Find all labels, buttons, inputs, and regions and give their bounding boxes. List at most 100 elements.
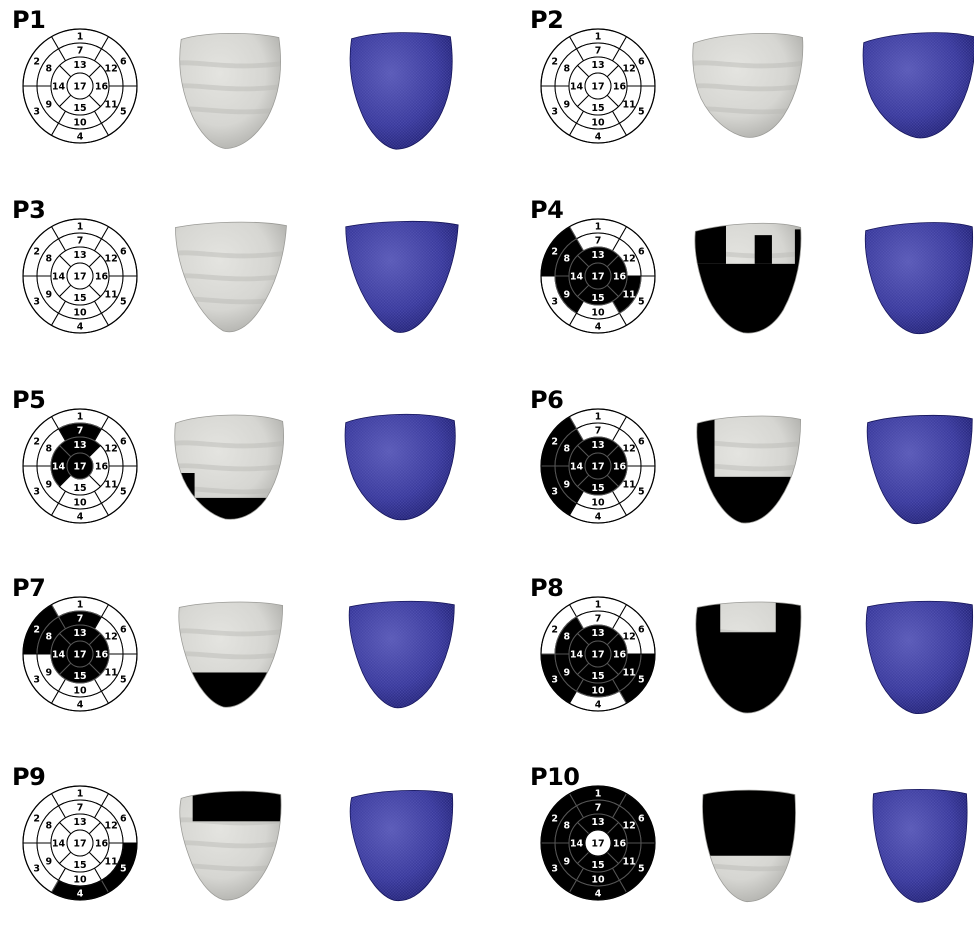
segment-label-6: 6 [120,814,127,825]
segment-label-14: 14 [52,650,66,661]
segment-label-2: 2 [33,247,40,258]
segment-label-1: 1 [77,32,84,43]
heart-outline [702,789,796,903]
mesh-outline [344,413,456,521]
segment-label-7: 7 [595,614,602,625]
panel-p5: P5 1 2 3 4 5 6 7 8 9 10 11 12 13 14 15 16 17 [0,380,487,560]
segment-label-13: 13 [73,440,86,451]
segment-17 [66,262,94,290]
segment-label-9: 9 [564,480,571,491]
segment-label-13: 13 [591,60,604,71]
segment-17 [66,72,94,100]
segment-label-8: 8 [564,821,571,832]
segment-label-17: 17 [591,82,604,93]
surface-fold [179,60,281,69]
panel-label: P8 [530,574,564,602]
panel-label: P6 [530,386,564,414]
panel-label: P7 [12,574,46,602]
infarct-region [695,632,802,713]
bullseye-rim [22,785,138,901]
bullseye-rim [540,785,656,901]
segment-label-5: 5 [638,487,645,498]
mesh-outline [865,600,974,714]
segment-label-9: 9 [46,290,53,301]
segment-label-9: 9 [564,100,571,111]
panel-p7: P7 1 2 3 4 5 6 7 8 9 10 11 12 13 14 15 16 17 [0,568,487,748]
segment-label-5: 5 [120,107,127,118]
segment-label-11: 11 [105,857,118,868]
segment-label-9: 9 [46,668,53,679]
segment-label-3: 3 [33,675,40,686]
segment-label-4: 4 [77,512,84,523]
segment-label-1: 1 [77,789,84,800]
segment-label-2: 2 [551,625,558,636]
mesh-render-icon [349,790,454,902]
segment-label-17: 17 [591,272,604,283]
segment-label-8: 8 [46,254,53,265]
segment-label-13: 13 [591,628,604,639]
mesh-render-icon [345,220,459,333]
segment-label-17: 17 [73,650,86,661]
heart-render-icon [179,790,282,901]
segment-label-1: 1 [595,600,602,611]
segment-label-16: 16 [613,82,627,93]
segment-label-12: 12 [623,632,636,643]
segment-label-10: 10 [591,498,605,509]
segment-label-6: 6 [120,437,127,448]
segment-label-12: 12 [105,632,118,643]
segment-label-10: 10 [591,686,605,697]
segment-label-1: 1 [595,412,602,423]
segment-17 [584,72,612,100]
heart-surface [174,415,284,520]
segment-label-5: 5 [120,297,127,308]
bullseye-rim [540,596,656,712]
mesh-outline [348,600,455,709]
segment-label-1: 1 [595,222,602,233]
surface-fold [179,817,282,826]
segment-label-15: 15 [591,671,604,682]
heart-render-icon [694,222,802,334]
bullseye-rim [22,28,138,144]
segment-label-6: 6 [638,247,645,258]
panel-label: P3 [12,196,46,224]
bullseye-rim [540,218,656,334]
segment-label-7: 7 [595,46,602,57]
segment-17 [66,829,94,857]
segment-label-2: 2 [551,247,558,258]
segment-label-6: 6 [638,625,645,636]
segment-label-15: 15 [591,293,604,304]
heart-outline [692,33,804,138]
heart-outline [174,414,284,520]
segment-label-1: 1 [77,222,84,233]
segment-label-5: 5 [120,487,127,498]
bullseye-rim [540,408,656,524]
segment-label-11: 11 [105,668,118,679]
heart-render-icon [178,601,284,708]
infarct-region [696,416,715,524]
heart-render-icon [702,789,796,903]
surface-fold [696,440,801,449]
infarct-region [192,791,282,822]
segment-label-7: 7 [77,46,84,57]
segment-label-17: 17 [73,462,86,473]
segment-label-17: 17 [73,272,86,283]
panel-label: P9 [12,763,46,791]
infarct-region [696,476,801,524]
segment-label-10: 10 [73,118,87,129]
segment-label-8: 8 [46,632,53,643]
heart-outline [175,221,287,333]
segment-label-1: 1 [595,32,602,43]
segment-17 [584,262,612,290]
segment-label-7: 7 [77,614,84,625]
segment-label-14: 14 [570,272,584,283]
segment-label-16: 16 [95,839,109,850]
panel-label: P2 [530,6,564,34]
heart-render-icon [179,33,281,149]
infarct-region [178,672,283,708]
panel-p10: P10 1 2 3 4 5 6 7 8 9 10 11 12 13 14 15 16 17 [518,757,974,937]
segment-label-2: 2 [551,57,558,68]
